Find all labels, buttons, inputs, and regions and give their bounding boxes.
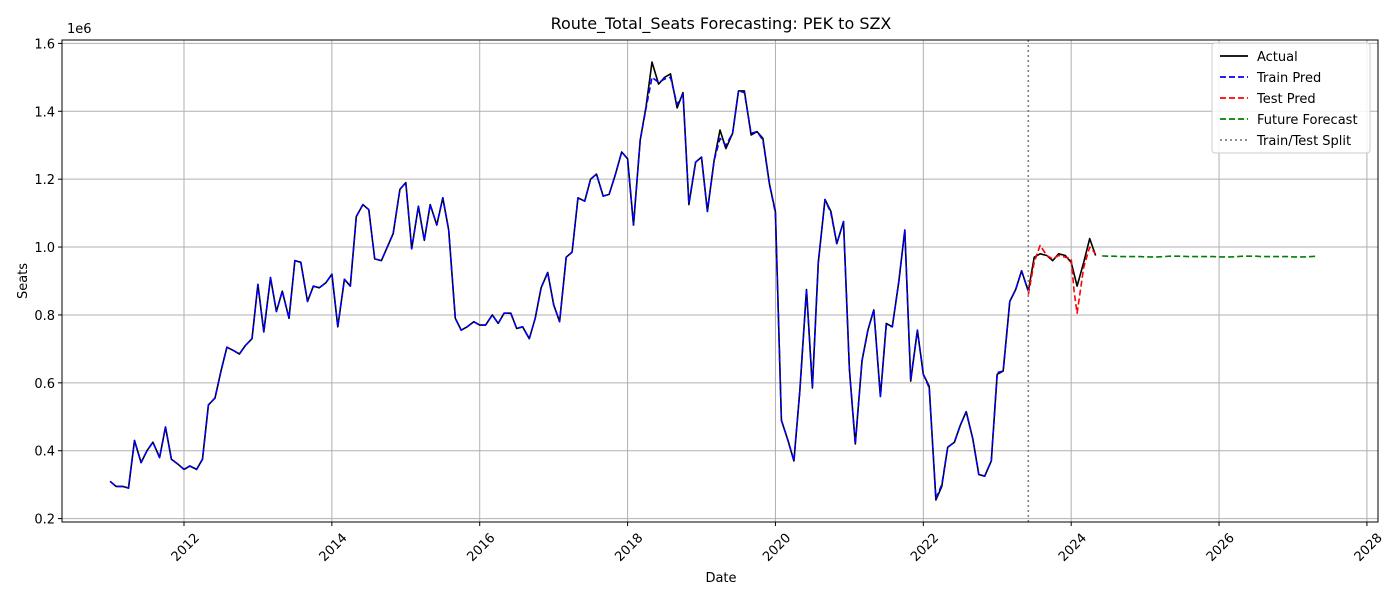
y-scale-label: 1e6 xyxy=(67,22,92,37)
y-tick-label: 0.2 xyxy=(34,513,55,528)
series-lines xyxy=(109,61,1318,501)
legend-box xyxy=(1211,42,1371,154)
y-axis-ticks: 0.2 0.4 0.6 0.8 1.0 1.2 1.4 1.6 xyxy=(34,37,62,528)
y-tick-label: 1.2 xyxy=(34,173,55,188)
grid-lines xyxy=(62,40,1378,522)
x-axis-label: Date xyxy=(705,571,736,586)
y-axis-label: Seats xyxy=(16,263,31,299)
y-tick-label: 0.4 xyxy=(34,445,55,460)
y-tick-label: 0.6 xyxy=(34,377,55,392)
y-tick-label: 0.8 xyxy=(34,309,55,324)
legend-label: Future Forecast xyxy=(1257,113,1358,128)
series-line-test-pred xyxy=(1027,244,1097,315)
chart-title: Route_Total_Seats Forecasting: PEK to SZ… xyxy=(551,14,892,34)
legend-label: Train Pred xyxy=(1256,71,1321,86)
legend-label: Test Pred xyxy=(1256,92,1316,107)
y-tick-label: 1.0 xyxy=(34,241,55,256)
legend-label: Train/Test Split xyxy=(1256,134,1351,149)
plot-frame xyxy=(61,39,1379,523)
y-tick-label: 1.4 xyxy=(34,105,55,120)
legend-label: Actual xyxy=(1257,50,1298,65)
series-line-train-pred xyxy=(109,76,1030,500)
y-tick-label: 1.6 xyxy=(34,37,55,52)
legend: Actual Train Pred Test Pred Future Forecast… xyxy=(1211,42,1371,154)
